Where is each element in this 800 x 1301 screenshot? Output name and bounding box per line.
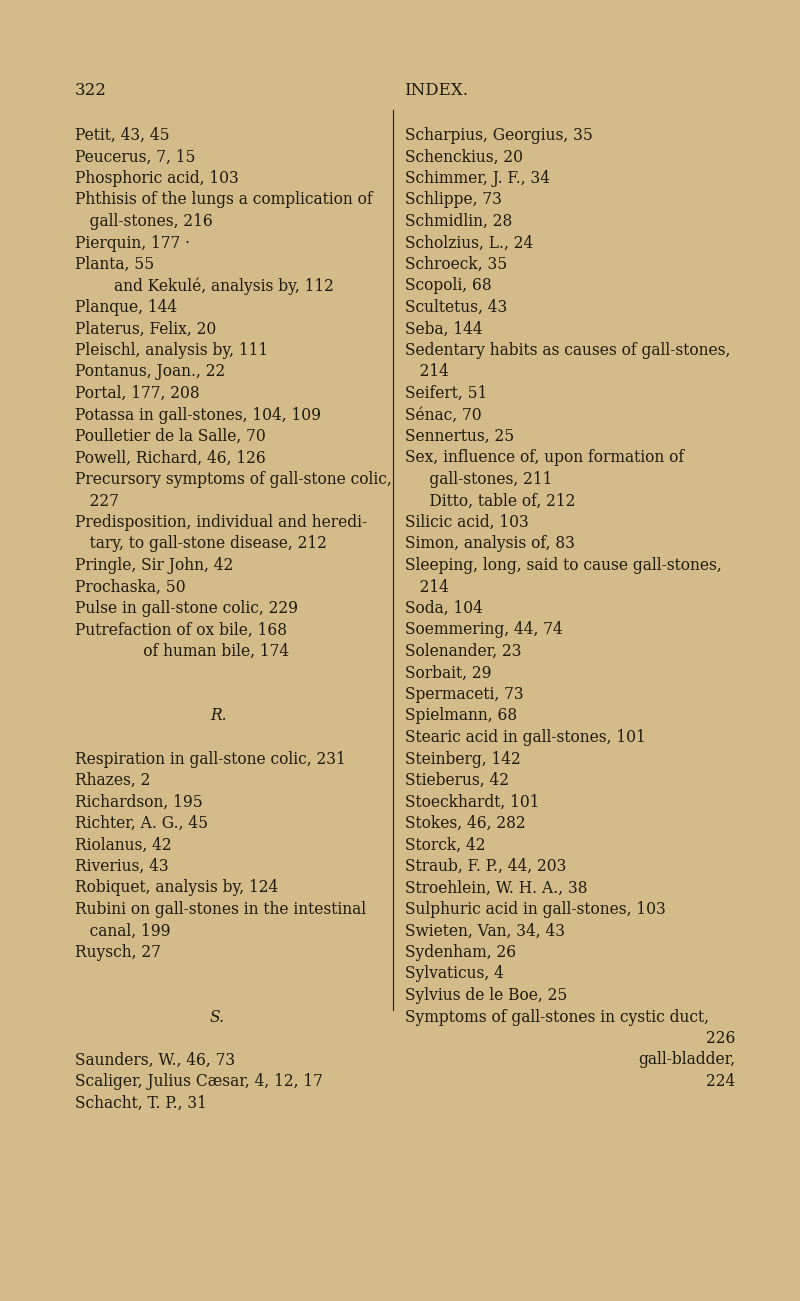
Text: Petit, 43, 45: Petit, 43, 45 xyxy=(75,127,170,144)
Text: Stearic acid in gall-stones, 101: Stearic acid in gall-stones, 101 xyxy=(405,729,646,745)
Text: Scopoli, 68: Scopoli, 68 xyxy=(405,277,492,294)
Text: Stoeckhardt, 101: Stoeckhardt, 101 xyxy=(405,794,539,811)
Text: Storck, 42: Storck, 42 xyxy=(405,837,486,853)
Text: Ruysch, 27: Ruysch, 27 xyxy=(75,945,161,961)
Text: Stieberus, 42: Stieberus, 42 xyxy=(405,771,509,788)
Text: Simon, analysis of, 83: Simon, analysis of, 83 xyxy=(405,536,575,553)
Text: Solenander, 23: Solenander, 23 xyxy=(405,643,522,660)
Text: Sleeping, long, said to cause gall-stones,: Sleeping, long, said to cause gall-stone… xyxy=(405,557,722,574)
Text: Rubini on gall-stones in the intestinal: Rubini on gall-stones in the intestinal xyxy=(75,902,366,919)
Text: Pleischl, analysis by, 111: Pleischl, analysis by, 111 xyxy=(75,342,268,359)
Text: Spielmann, 68: Spielmann, 68 xyxy=(405,708,517,725)
Text: Robiquet, analysis by, 124: Robiquet, analysis by, 124 xyxy=(75,879,278,896)
Text: Pulse in gall-stone colic, 229: Pulse in gall-stone colic, 229 xyxy=(75,600,298,617)
Text: Richter, A. G., 45: Richter, A. G., 45 xyxy=(75,814,208,833)
Text: Powell, Richard, 46, 126: Powell, Richard, 46, 126 xyxy=(75,450,266,467)
Text: Putrefaction of ox bile, 168: Putrefaction of ox bile, 168 xyxy=(75,622,287,639)
Text: Peucerus, 7, 15: Peucerus, 7, 15 xyxy=(75,148,195,165)
Text: Sénac, 70: Sénac, 70 xyxy=(405,406,482,424)
Text: Soda, 104: Soda, 104 xyxy=(405,600,483,617)
Text: Schroeck, 35: Schroeck, 35 xyxy=(405,256,507,273)
Text: Pringle, Sir John, 42: Pringle, Sir John, 42 xyxy=(75,557,234,574)
Text: and Kekulé, analysis by, 112: and Kekulé, analysis by, 112 xyxy=(75,277,334,295)
Text: Schimmer, J. F., 34: Schimmer, J. F., 34 xyxy=(405,170,550,187)
Text: Scharpius, Georgius, 35: Scharpius, Georgius, 35 xyxy=(405,127,593,144)
Text: Schmidlin, 28: Schmidlin, 28 xyxy=(405,213,512,230)
Text: Potassa in gall-stones, 104, 109: Potassa in gall-stones, 104, 109 xyxy=(75,406,321,424)
Text: Spermaceti, 73: Spermaceti, 73 xyxy=(405,686,524,703)
Text: S.: S. xyxy=(210,1008,225,1025)
Text: Sennertus, 25: Sennertus, 25 xyxy=(405,428,514,445)
Text: Precursory symptoms of gall-stone colic,: Precursory symptoms of gall-stone colic, xyxy=(75,471,392,488)
Text: 214: 214 xyxy=(405,363,449,380)
Text: Poulletier de la Salle, 70: Poulletier de la Salle, 70 xyxy=(75,428,266,445)
Text: gall-bladder,: gall-bladder, xyxy=(638,1051,735,1068)
Text: Platerus, Felix, 20: Platerus, Felix, 20 xyxy=(75,320,216,337)
Text: R.: R. xyxy=(210,708,226,725)
Text: Riolanus, 42: Riolanus, 42 xyxy=(75,837,172,853)
Text: Richardson, 195: Richardson, 195 xyxy=(75,794,202,811)
Text: Symptoms of gall-stones in cystic duct,: Symptoms of gall-stones in cystic duct, xyxy=(405,1008,709,1025)
Text: Schenckius, 20: Schenckius, 20 xyxy=(405,148,523,165)
Text: Soemmering, 44, 74: Soemmering, 44, 74 xyxy=(405,622,562,639)
Text: Planta, 55: Planta, 55 xyxy=(75,256,154,273)
Text: Rhazes, 2: Rhazes, 2 xyxy=(75,771,150,788)
Text: Prochaska, 50: Prochaska, 50 xyxy=(75,579,186,596)
Text: Pontanus, Joan., 22: Pontanus, Joan., 22 xyxy=(75,363,226,380)
Text: Sylvius de le Boe, 25: Sylvius de le Boe, 25 xyxy=(405,987,567,1004)
Text: Stroehlein, W. H. A., 38: Stroehlein, W. H. A., 38 xyxy=(405,879,587,896)
Text: Riverius, 43: Riverius, 43 xyxy=(75,857,169,876)
Text: Scultetus, 43: Scultetus, 43 xyxy=(405,299,507,316)
Text: gall-stones, 216: gall-stones, 216 xyxy=(75,213,213,230)
Text: 227: 227 xyxy=(75,493,119,510)
Text: Straub, F. P., 44, 203: Straub, F. P., 44, 203 xyxy=(405,857,566,876)
Text: Planque, 144: Planque, 144 xyxy=(75,299,177,316)
Text: Sulphuric acid in gall-stones, 103: Sulphuric acid in gall-stones, 103 xyxy=(405,902,666,919)
Text: Scholzius, L., 24: Scholzius, L., 24 xyxy=(405,234,534,251)
Text: 224: 224 xyxy=(706,1073,735,1090)
Text: Steinberg, 142: Steinberg, 142 xyxy=(405,751,521,768)
Text: tary, to gall-stone disease, 212: tary, to gall-stone disease, 212 xyxy=(75,536,327,553)
Text: Sex, influence of, upon formation of: Sex, influence of, upon formation of xyxy=(405,450,684,467)
Text: 322: 322 xyxy=(75,82,107,99)
Text: Schlippe, 73: Schlippe, 73 xyxy=(405,191,502,208)
Text: Phosphoric acid, 103: Phosphoric acid, 103 xyxy=(75,170,238,187)
Text: gall-stones, 211: gall-stones, 211 xyxy=(405,471,552,488)
Text: Saunders, W., 46, 73: Saunders, W., 46, 73 xyxy=(75,1051,235,1068)
Text: 214: 214 xyxy=(405,579,449,596)
Text: Predisposition, individual and heredi-: Predisposition, individual and heredi- xyxy=(75,514,367,531)
Text: INDEX.: INDEX. xyxy=(404,82,468,99)
Text: of human bile, 174: of human bile, 174 xyxy=(75,643,289,660)
Text: Stokes, 46, 282: Stokes, 46, 282 xyxy=(405,814,526,833)
Text: Sydenham, 26: Sydenham, 26 xyxy=(405,945,516,961)
Text: Silicic acid, 103: Silicic acid, 103 xyxy=(405,514,529,531)
Text: Phthisis of the lungs a complication of: Phthisis of the lungs a complication of xyxy=(75,191,373,208)
Text: Seba, 144: Seba, 144 xyxy=(405,320,482,337)
Text: Respiration in gall-stone colic, 231: Respiration in gall-stone colic, 231 xyxy=(75,751,346,768)
Text: Seifert, 51: Seifert, 51 xyxy=(405,385,487,402)
Text: Scaliger, Julius Cæsar, 4, 12, 17: Scaliger, Julius Cæsar, 4, 12, 17 xyxy=(75,1073,323,1090)
Text: Swieten, Van, 34, 43: Swieten, Van, 34, 43 xyxy=(405,922,565,939)
Text: Ditto, table of, 212: Ditto, table of, 212 xyxy=(405,493,575,510)
Text: Schacht, T. P., 31: Schacht, T. P., 31 xyxy=(75,1094,207,1111)
Text: Pierquin, 177 ·: Pierquin, 177 · xyxy=(75,234,190,251)
Text: Sedentary habits as causes of gall-stones,: Sedentary habits as causes of gall-stone… xyxy=(405,342,730,359)
Text: 226: 226 xyxy=(706,1030,735,1047)
Text: Sylvaticus, 4: Sylvaticus, 4 xyxy=(405,965,504,982)
Text: canal, 199: canal, 199 xyxy=(75,922,170,939)
Text: Portal, 177, 208: Portal, 177, 208 xyxy=(75,385,200,402)
Text: Sorbait, 29: Sorbait, 29 xyxy=(405,665,491,682)
